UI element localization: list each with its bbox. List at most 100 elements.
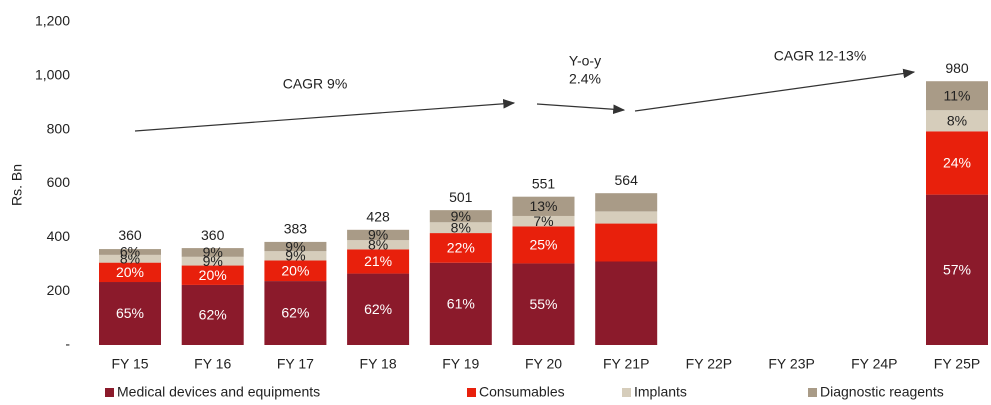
data-label: 62% (199, 307, 227, 323)
data-label: 20% (199, 267, 227, 283)
x-tick-label: FY 23P (768, 356, 814, 372)
bar-segment (595, 223, 658, 262)
bar-segment (429, 233, 492, 263)
data-label: 8% (451, 219, 471, 235)
bar-segment (181, 256, 244, 266)
x-tick-label: FY 25P (934, 356, 980, 372)
y-tick-label: 800 (47, 120, 71, 136)
data-label: 62% (364, 301, 392, 317)
x-tick-label: FY 19 (442, 356, 479, 372)
bar-segment (595, 211, 658, 224)
arrow (634, 68, 916, 112)
bar-segment (264, 251, 327, 261)
legend-swatch (105, 388, 114, 397)
bar-segment (512, 263, 575, 345)
annotation: Y-o-y (569, 53, 601, 69)
annotation: CAGR 12-13% (774, 48, 867, 64)
data-label: 9% (203, 253, 223, 269)
arrow (536, 103, 626, 115)
annotation: CAGR 9% (283, 76, 348, 92)
bar-segment (181, 248, 244, 257)
data-label: 20% (116, 264, 144, 280)
data-label: 9% (451, 208, 471, 224)
data-label: 7% (533, 213, 553, 229)
legend-label: Medical devices and equipments (117, 384, 320, 400)
data-label: 22% (447, 240, 475, 256)
data-label: 13% (529, 198, 557, 214)
bar-segment (926, 131, 988, 195)
arrow (134, 99, 516, 132)
data-label: 20% (281, 262, 309, 278)
bar-segment (99, 249, 161, 255)
data-label: 21% (364, 253, 392, 269)
data-label: 57% (943, 262, 971, 278)
data-label: 8% (368, 236, 388, 252)
bar-segment (429, 210, 492, 223)
bar-segment (99, 262, 161, 283)
x-tick-label: FY 17 (277, 356, 314, 372)
data-label: 62% (281, 305, 309, 321)
data-label: 9% (368, 227, 388, 243)
y-tick-label: 600 (47, 174, 71, 190)
data-label: 65% (116, 305, 144, 321)
total-label: 551 (532, 175, 556, 191)
bar-segment (512, 226, 575, 264)
total-label: 428 (366, 208, 390, 224)
bar-segment (926, 81, 988, 111)
data-label: 9% (203, 244, 223, 260)
legend-swatch (808, 388, 817, 397)
data-label: 9% (285, 238, 305, 254)
bar-segment (429, 262, 492, 345)
data-label: 61% (447, 296, 475, 312)
y-tick-label: 200 (47, 282, 71, 298)
legend-label: Consumables (479, 384, 565, 400)
bar-segment (347, 240, 410, 250)
bar-segment (595, 261, 658, 345)
bar-segment (181, 284, 244, 345)
x-tick-label: FY 21P (603, 356, 649, 372)
bar-segment (99, 282, 161, 345)
bar-segment (347, 229, 410, 241)
x-tick-label: FY 15 (111, 356, 148, 372)
legend-swatch (467, 388, 476, 397)
annotation: 2.4% (569, 71, 601, 87)
bar-segment (347, 249, 410, 274)
data-label: 11% (944, 87, 971, 103)
data-label: 6% (120, 244, 140, 260)
x-tick-label: FY 16 (194, 356, 231, 372)
bar-segment (181, 265, 244, 285)
data-label: 9% (285, 248, 305, 264)
bar-segment (926, 194, 988, 345)
total-label: 383 (284, 221, 308, 237)
total-label: 564 (615, 172, 639, 188)
x-tick-label: FY 22P (686, 356, 732, 372)
total-label: 501 (449, 189, 473, 205)
y-tick-label: 1,200 (35, 13, 70, 29)
bar-segment (264, 241, 327, 252)
legend-label: Implants (634, 384, 687, 400)
y-axis-label: Rs. Bn (9, 164, 25, 206)
total-label: 360 (201, 227, 225, 243)
total-label: 980 (945, 60, 969, 76)
bar-segment (512, 196, 575, 216)
data-label: 24% (943, 155, 971, 171)
x-tick-label: FY 18 (360, 356, 397, 372)
legend-swatch (622, 388, 631, 397)
data-label: 8% (947, 112, 967, 128)
y-tick-label: 400 (47, 228, 71, 244)
data-label: 25% (529, 237, 557, 253)
bar-segment (264, 281, 327, 345)
y-tick-label: 1,000 (35, 67, 70, 83)
bar-segment (347, 273, 410, 345)
x-tick-label: FY 24P (851, 356, 897, 372)
bar-segment (99, 254, 161, 263)
bar-segment (264, 260, 327, 282)
total-label: 360 (118, 227, 142, 243)
y-tick-label: - (65, 336, 70, 352)
legend-label: Diagnostic reagents (820, 384, 944, 400)
bar-segment (429, 222, 492, 234)
x-tick-label: FY 20 (525, 356, 562, 372)
bar-segment (926, 110, 988, 132)
bar-segment (512, 215, 575, 227)
